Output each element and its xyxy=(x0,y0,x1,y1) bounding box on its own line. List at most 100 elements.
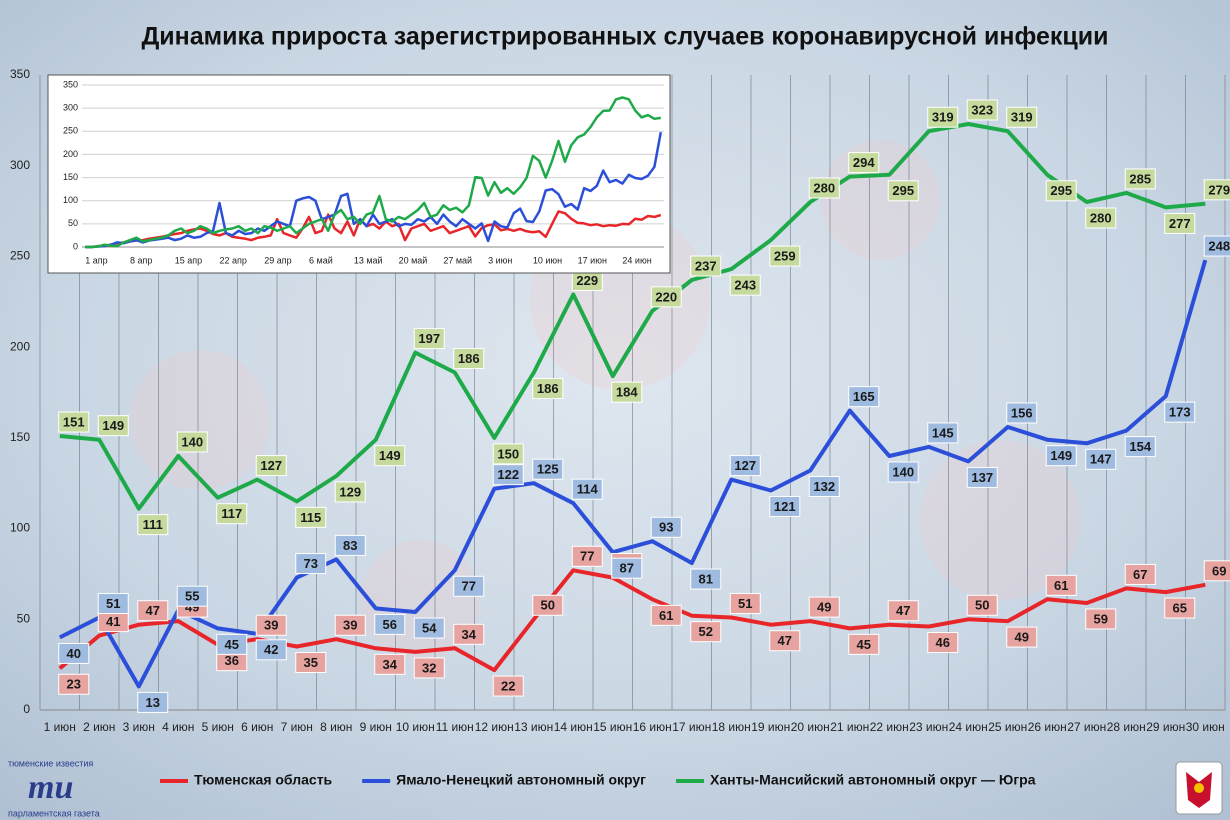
value-label: 34 xyxy=(453,623,485,645)
x-tick-label: 8 апр xyxy=(130,255,152,265)
value-label-box xyxy=(97,592,129,614)
value-label-box xyxy=(1045,180,1077,202)
logo: тюменские известия ти парламентская газе… xyxy=(8,758,100,818)
value-label: 127 xyxy=(729,455,761,477)
value-label: 52 xyxy=(690,621,722,643)
value-label: 137 xyxy=(966,466,998,488)
value-label-text: 22 xyxy=(501,679,515,694)
value-label-box xyxy=(571,545,603,567)
value-label: 184 xyxy=(611,381,643,403)
value-label: 295 xyxy=(887,180,919,202)
value-label: 77 xyxy=(571,545,603,567)
value-label: 127 xyxy=(255,455,287,477)
y-tick-label: 300 xyxy=(63,103,78,113)
value-label: 285 xyxy=(1124,168,1156,190)
value-label: 83 xyxy=(334,534,366,556)
value-label-box xyxy=(848,152,880,174)
value-label-text: 323 xyxy=(971,102,993,117)
value-label-box xyxy=(1203,179,1230,201)
value-label-text: 145 xyxy=(932,425,954,440)
x-tick-label: 22 апр xyxy=(220,255,247,265)
value-label: 111 xyxy=(137,514,169,536)
value-label-box xyxy=(453,623,485,645)
value-label-box xyxy=(374,445,406,467)
value-label: 39 xyxy=(334,614,366,636)
value-label-text: 13 xyxy=(146,695,160,710)
value-label-text: 55 xyxy=(185,589,199,604)
value-label-box xyxy=(97,415,129,437)
value-label-box xyxy=(334,614,366,636)
value-label-box xyxy=(255,455,287,477)
value-label: 197 xyxy=(413,328,445,350)
value-label-box xyxy=(1203,235,1230,257)
value-label-box xyxy=(532,594,564,616)
value-label: 77 xyxy=(453,575,485,597)
value-label-text: 122 xyxy=(497,467,519,482)
series-line xyxy=(58,259,1208,689)
x-tick-label: 8 июн xyxy=(320,720,352,734)
series-line xyxy=(85,96,661,249)
value-label: 49 xyxy=(1006,626,1038,648)
value-label: 295 xyxy=(1045,180,1077,202)
value-label-text: 73 xyxy=(304,556,318,571)
value-label: 50 xyxy=(966,594,998,616)
value-label: 280 xyxy=(1085,207,1117,229)
value-label-box xyxy=(413,328,445,350)
value-label: 65 xyxy=(1164,597,1196,619)
value-label-box xyxy=(927,632,959,654)
value-label: 46 xyxy=(927,632,959,654)
value-label-box xyxy=(532,378,564,400)
value-label: 259 xyxy=(769,245,801,267)
value-label: 319 xyxy=(927,106,959,128)
value-label-box xyxy=(729,274,761,296)
x-tick-label: 26 июн xyxy=(1028,720,1067,734)
value-label-box xyxy=(216,633,248,655)
value-label-box xyxy=(492,464,524,486)
value-label: 154 xyxy=(1124,436,1156,458)
value-label-box xyxy=(374,653,406,675)
value-label: 220 xyxy=(650,286,682,308)
value-label-box xyxy=(966,99,998,121)
value-label-box xyxy=(1164,401,1196,423)
x-tick-label: 30 июн xyxy=(1186,720,1225,734)
x-tick-label: 19 июн xyxy=(751,720,790,734)
value-label: 81 xyxy=(690,568,722,590)
value-label-text: 237 xyxy=(695,258,717,273)
value-label: 55 xyxy=(176,585,208,607)
value-label: 49 xyxy=(808,596,840,618)
value-label-box xyxy=(1085,448,1117,470)
value-label: 61 xyxy=(650,604,682,626)
value-label-text: 41 xyxy=(106,614,120,629)
value-label-text: 197 xyxy=(418,331,440,346)
value-label-text: 154 xyxy=(1129,439,1151,454)
value-label-box xyxy=(1006,106,1038,128)
value-label-text: 52 xyxy=(699,624,713,639)
y-tick-label: 150 xyxy=(63,172,78,182)
x-tick-label: 11 июн xyxy=(436,720,474,734)
value-label-box xyxy=(690,568,722,590)
value-label-text: 140 xyxy=(181,434,203,449)
x-tick-label: 25 июн xyxy=(988,720,1027,734)
value-label: 87 xyxy=(611,557,643,579)
logo-bottom: парламентская газета xyxy=(8,808,100,818)
x-tick-label: 18 июн xyxy=(712,720,751,734)
value-label: 40 xyxy=(58,642,90,664)
value-label-text: 111 xyxy=(143,517,163,532)
value-label-text: 280 xyxy=(1090,210,1112,225)
value-label-box xyxy=(413,617,445,639)
value-label-box xyxy=(1124,168,1156,190)
value-label-text: 295 xyxy=(1050,183,1072,198)
value-label-text: 149 xyxy=(102,418,124,433)
value-label-box xyxy=(966,466,998,488)
value-label: 229 xyxy=(571,270,603,292)
value-label-text: 69 xyxy=(1212,563,1226,578)
x-tick-label: 12 июн xyxy=(475,720,514,734)
value-label-text: 45 xyxy=(857,637,871,652)
x-tick-label: 17 июн xyxy=(578,255,607,265)
x-tick-label: 3 июн xyxy=(488,255,512,265)
value-label: 42 xyxy=(255,639,287,661)
value-label-box xyxy=(1006,402,1038,424)
y-tick-label: 350 xyxy=(10,67,30,81)
value-label: 47 xyxy=(137,600,169,622)
value-label-text: 39 xyxy=(264,618,278,633)
